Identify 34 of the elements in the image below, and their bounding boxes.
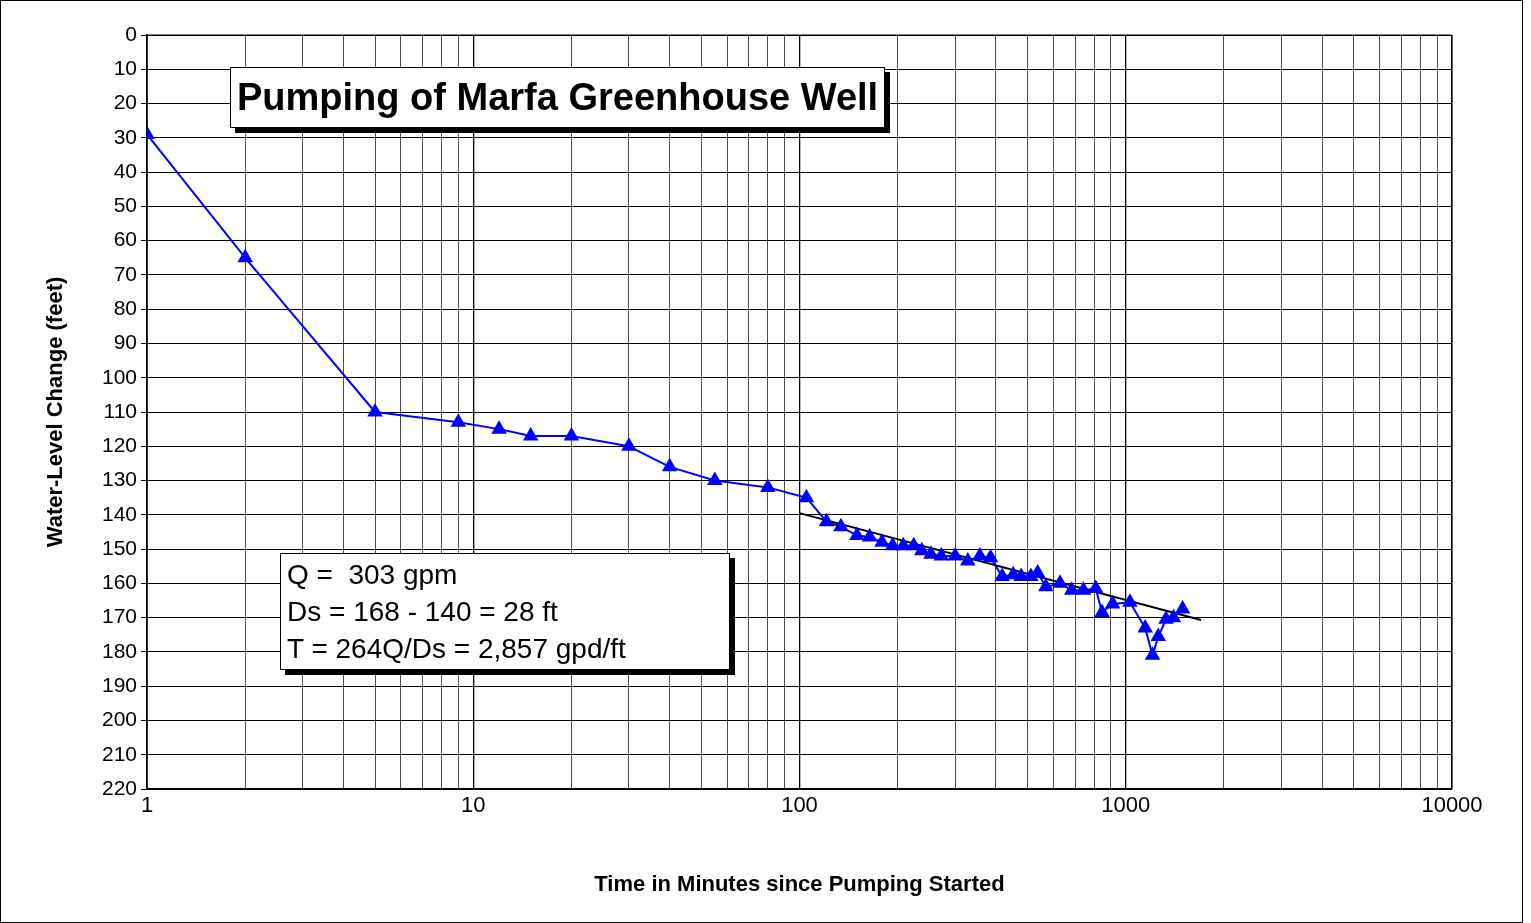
y-tick-label: 30: [113, 124, 137, 148]
y-tick-label: 130: [101, 467, 137, 491]
y-tick-label: 160: [101, 570, 137, 594]
annotation: Q = 303 gpm: [287, 558, 459, 592]
y-tick-label: 140: [101, 501, 137, 525]
y-tick-label: 0: [125, 21, 137, 45]
y-tick-label: 50: [113, 193, 137, 217]
y-tick-label: 60: [113, 227, 137, 251]
annotation: Ds = 168 - 140 = 28 ft: [287, 595, 559, 629]
y-tick-label: 10: [113, 56, 137, 80]
y-tick-label: 190: [101, 672, 137, 696]
y-tick-label: 120: [101, 433, 137, 457]
y-tick-label: 20: [113, 90, 137, 114]
y-tick-label: 110: [103, 398, 137, 422]
text: Pumping of Marfa Greenhouse Well: [230, 67, 886, 128]
y-tick-label: 100: [101, 364, 137, 388]
x-tick-label: 1000: [1101, 792, 1151, 818]
x-tick-label: 10: [461, 792, 486, 818]
y-tick-label: 80: [113, 295, 137, 319]
x-tick-label: 10000: [1421, 792, 1483, 818]
y-tick-label: 40: [113, 158, 137, 182]
y-tick-label: 210: [101, 741, 137, 765]
x-tick-label: 1: [140, 792, 154, 818]
x-tick-label: 100: [781, 792, 818, 818]
y-tick-label: 180: [101, 638, 137, 662]
y-tick-label: 70: [113, 261, 137, 285]
x-axis-title: Time in Minutes since Pumping Started: [594, 870, 1005, 896]
y-tick-label: 220: [101, 775, 137, 799]
y-tick-label: 200: [101, 707, 137, 731]
annotation: T = 264Q/Ds = 2,857 gpd/ft: [287, 632, 627, 666]
y-axis-title: Water-Level Change (feet): [42, 276, 68, 548]
y-tick-label: 170: [101, 604, 137, 628]
y-tick-label: 90: [113, 330, 137, 354]
y-tick-label: 150: [101, 535, 137, 559]
